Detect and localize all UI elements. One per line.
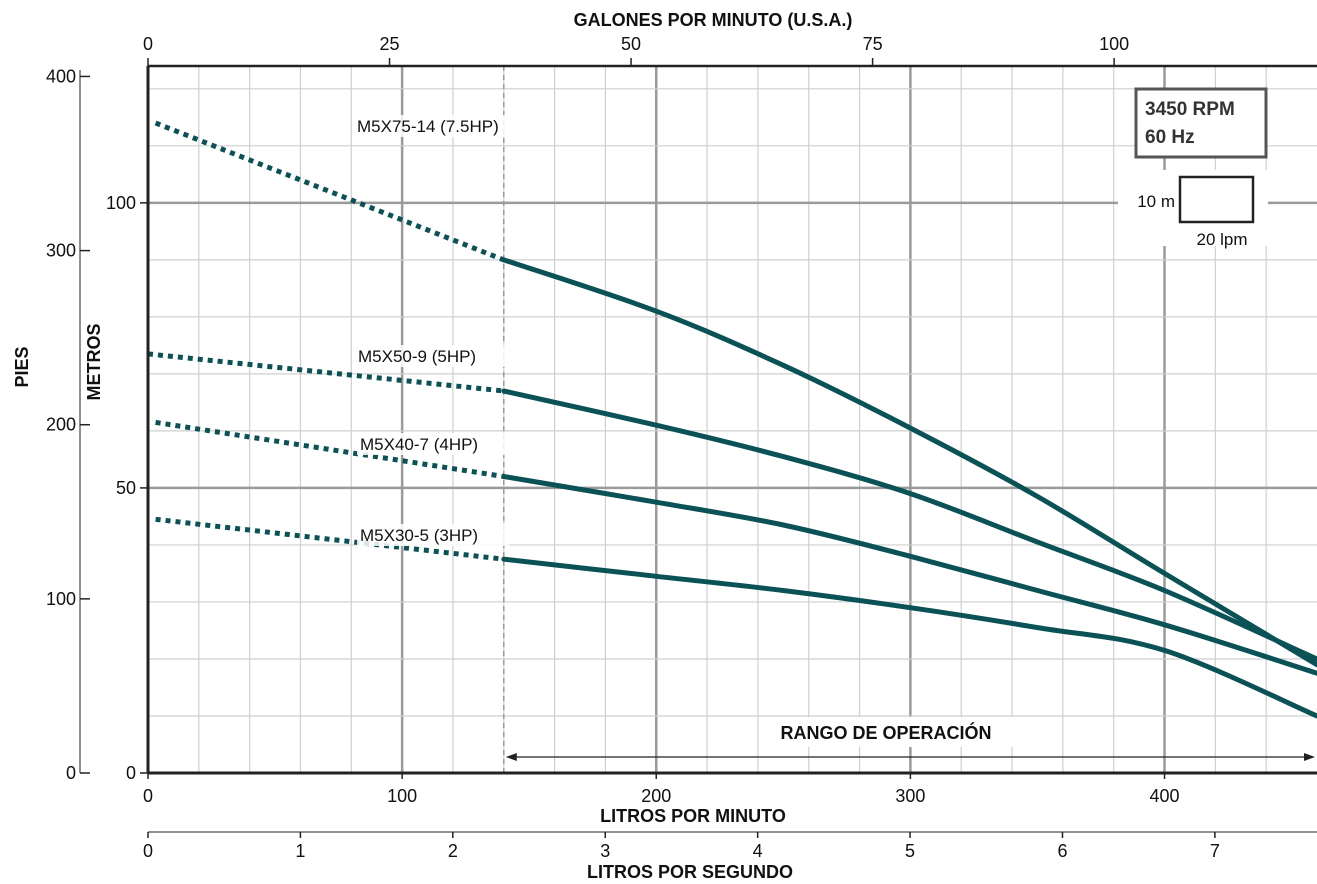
curve-label-bg: [354, 115, 506, 137]
tick-gpm-label: 100: [1099, 34, 1129, 54]
curve-solid-0: [501, 257, 1317, 668]
tick-gpm-label: 50: [621, 34, 641, 54]
curve-label: M5X75-14 (7.5HP): [357, 117, 499, 136]
tick-lpm-label: 200: [641, 786, 671, 806]
tick-feet-label: 300: [46, 241, 76, 261]
meters-axis-title: METROS: [84, 323, 104, 400]
bottom-axis-title: LITROS POR MINUTO: [600, 806, 786, 826]
scale-height-label: 10 m: [1137, 192, 1175, 211]
curve-label-bg: [357, 524, 509, 546]
scale-box: [1178, 175, 1255, 224]
operating-range-label: RANGO DE OPERACIÓN: [780, 722, 991, 743]
tick-lps-label: 5: [905, 841, 915, 861]
tick-lps-label: 6: [1057, 841, 1067, 861]
tick-lpm-label: 0: [143, 786, 153, 806]
axis-ticks: 0 100 200 300 400 0 1 2 3 4 5 6 7 0 25 50 75 100 0 100 200 30…: [46, 34, 1220, 861]
tick-lps-label: 1: [295, 841, 305, 861]
tick-gpm-label: 75: [863, 34, 883, 54]
operating-range-label-bg: [760, 717, 1018, 747]
curve-label: M5X30-5 (3HP): [360, 526, 478, 545]
tick-feet-label: 200: [46, 415, 76, 435]
scale-width-label: 20 lpm: [1196, 230, 1247, 249]
curve-label: M5X40-7 (4HP): [360, 435, 478, 454]
tick-meters-label: 100: [106, 193, 136, 213]
tick-lps-label: 2: [448, 841, 458, 861]
hz-text: 60 Hz: [1145, 127, 1195, 148]
curve-solid-2: [501, 474, 1317, 676]
tick-lps-label: 0: [143, 841, 153, 861]
tick-feet-label: 0: [66, 763, 76, 783]
tick-lpm-label: 400: [1149, 786, 1179, 806]
rpm-text: 3450 RPM: [1145, 99, 1235, 120]
tick-lps-label: 4: [753, 841, 763, 861]
bottom-axis2-title: LITROS POR SEGUNDO: [587, 862, 793, 882]
curve-label: M5X50-9 (5HP): [358, 347, 476, 366]
top-axis-title: GALONES POR MINUTO (U.S.A.): [574, 10, 853, 30]
tick-lpm-label: 300: [895, 786, 925, 806]
tick-meters-label: 0: [126, 763, 136, 783]
curve-solid-1: [501, 388, 1317, 662]
curve-label-bg: [357, 433, 509, 455]
tick-gpm-label: 0: [143, 34, 153, 54]
curve-dotted-0: [154, 120, 505, 263]
curve-dotted-2: [155, 419, 505, 479]
tick-lps-label: 3: [600, 841, 610, 861]
rpm-box: [1134, 87, 1268, 159]
tick-feet-label: 400: [46, 66, 76, 86]
feet-axis-title: PIES: [12, 346, 32, 387]
tick-gpm-label: 25: [380, 34, 400, 54]
curves-layer: M5X75-14 (7.5HP) M5X50-9 (5HP) M5X40-7 (4H…: [147, 115, 1317, 719]
operating-range-arrow: [505, 753, 1315, 761]
curve-dotted-3: [155, 516, 505, 562]
curve-label-bg: [355, 345, 507, 367]
tick-meters-label: 50: [116, 478, 136, 498]
tick-lps-label: 7: [1210, 841, 1220, 861]
chart-grid: [148, 66, 1317, 773]
tick-feet-label: 100: [46, 589, 76, 609]
tick-lpm-label: 100: [387, 786, 417, 806]
curve-solid-3: [501, 556, 1317, 719]
